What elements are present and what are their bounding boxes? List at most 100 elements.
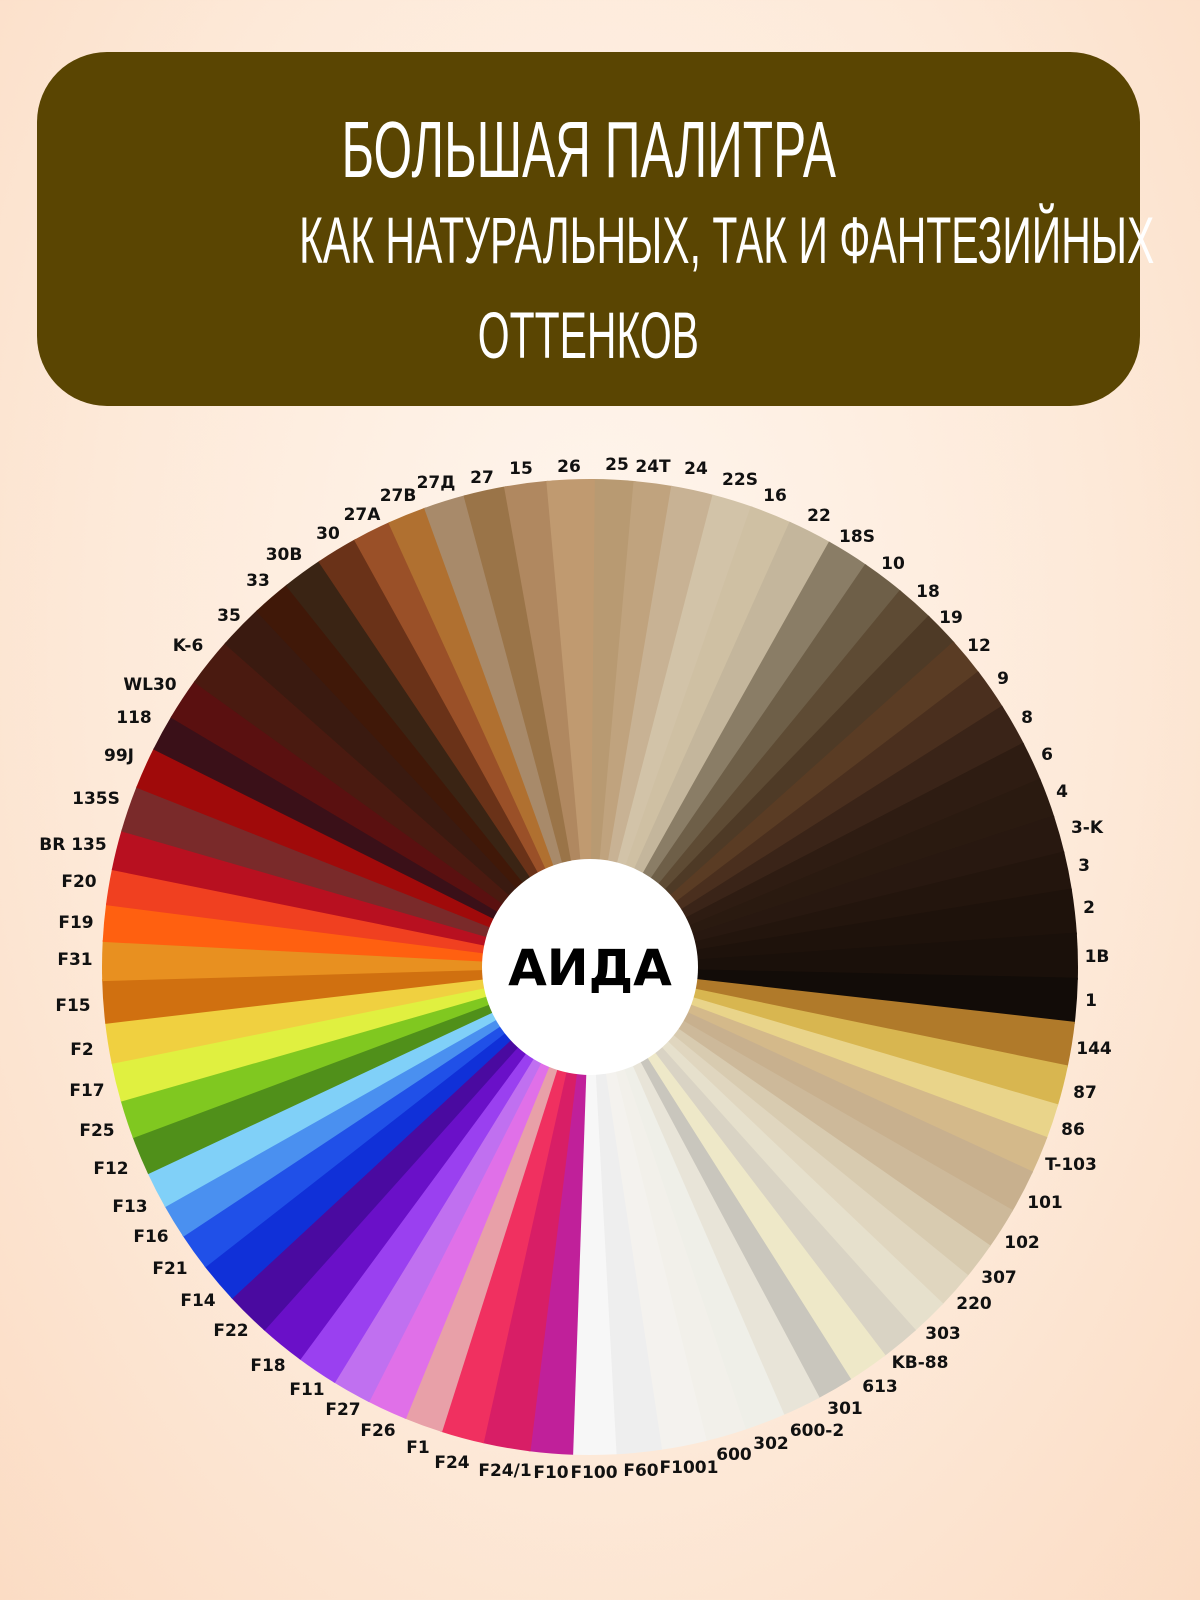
shade-sector xyxy=(590,967,1034,1212)
shade-label: F100 xyxy=(570,1463,617,1483)
shade-label: F11 xyxy=(289,1380,324,1400)
shade-label: 3 xyxy=(1078,856,1090,876)
shade-label: F26 xyxy=(360,1421,395,1441)
shade-sector xyxy=(590,967,820,1416)
shade-sector xyxy=(590,541,867,967)
shade-sector xyxy=(590,967,852,1399)
shade-label: 27A xyxy=(344,505,382,525)
shade-sector xyxy=(102,967,591,1024)
shade-sector xyxy=(590,742,1041,967)
shade-label: F27 xyxy=(325,1400,360,1420)
center-circle xyxy=(482,859,698,1075)
shade-sector xyxy=(590,615,955,967)
shade-sector xyxy=(546,478,595,967)
shade-sector xyxy=(318,538,590,967)
shade-label: 99J xyxy=(104,746,134,766)
shade-label: F25 xyxy=(79,1121,114,1141)
shade-label: 30B xyxy=(266,545,303,565)
shade-sector xyxy=(111,829,590,967)
shade-label: 10 xyxy=(881,554,905,574)
shade-label: 600-2 xyxy=(790,1421,844,1441)
shade-label: T-103 xyxy=(1045,1155,1097,1175)
page-subtitle-line1: КАК НАТУРАЛЬНЫХ, ТАК И ФАНТЕЗИЙНЫХ xyxy=(299,203,1155,277)
brand-name: АИДА xyxy=(508,939,672,997)
shade-label: F15 xyxy=(55,996,90,1016)
shade-label: 87 xyxy=(1073,1083,1097,1103)
shade-sector xyxy=(404,967,590,1433)
shade-label: 4 xyxy=(1056,782,1068,802)
shade-sector xyxy=(120,967,591,1139)
shade-sector xyxy=(204,967,590,1299)
shade-sector xyxy=(590,778,1055,967)
shade-label: 25 xyxy=(605,455,629,475)
shade-label: 16 xyxy=(763,486,787,506)
shade-sector xyxy=(590,967,707,1450)
shade-label: F21 xyxy=(152,1259,187,1279)
shade-sector xyxy=(590,967,969,1306)
shade-label: 24T xyxy=(635,457,671,477)
shade-label: F2 xyxy=(70,1040,93,1060)
shade-sector xyxy=(590,851,1072,967)
shade-label: F13 xyxy=(112,1197,147,1217)
shade-label: K-6 xyxy=(173,636,204,656)
shade-label: 307 xyxy=(981,1268,1017,1288)
shade-sector xyxy=(256,584,590,967)
shade-sector xyxy=(590,589,930,967)
shade-label: 303 xyxy=(925,1324,961,1344)
page-title: БОЛЬШАЯ ПАЛИТРА xyxy=(341,105,836,194)
shade-sector xyxy=(590,521,831,967)
shade-label: F1 xyxy=(406,1438,429,1458)
shade-sector xyxy=(590,563,902,967)
shade-label: 86 xyxy=(1061,1120,1085,1140)
shade-label: F12 xyxy=(93,1159,128,1179)
shade-sector xyxy=(388,507,590,967)
shade-label: 26 xyxy=(557,457,581,477)
shade-sector xyxy=(590,705,1025,967)
shade-sector xyxy=(193,642,590,967)
shade-label: 8 xyxy=(1021,708,1033,728)
shade-label: 101 xyxy=(1027,1193,1063,1213)
shade-label: 1 xyxy=(1085,991,1097,1011)
shade-sector xyxy=(298,967,590,1383)
shade-sector xyxy=(590,967,747,1442)
page-subtitle-line2: ОТТЕНКОВ xyxy=(477,298,700,372)
shade-label: 15 xyxy=(509,459,533,479)
shade-label: F17 xyxy=(69,1081,104,1101)
shade-sector xyxy=(440,967,590,1444)
shade-sector xyxy=(590,967,1059,1139)
shade-sector xyxy=(590,671,1004,967)
shade-label: F22 xyxy=(213,1321,248,1341)
shade-label: 1B xyxy=(1085,947,1110,967)
shade-sector xyxy=(263,967,590,1360)
shade-sector xyxy=(367,967,590,1419)
shade-sector xyxy=(503,480,590,967)
shade-sector xyxy=(136,747,590,967)
shade-label: F60 xyxy=(623,1461,658,1481)
shade-label: 600 xyxy=(716,1445,752,1465)
shade-label: 118 xyxy=(116,708,152,728)
shade-label: 18 xyxy=(916,582,940,602)
shade-label: F18 xyxy=(250,1356,285,1376)
header-banner: БОЛЬШАЯ ПАЛИТРА КАК НАТУРАЛЬНЫХ, ТАК И Ф… xyxy=(37,52,1155,406)
shade-sector xyxy=(224,609,590,967)
shade-sector xyxy=(101,939,590,982)
shade-label: 27B xyxy=(380,486,417,506)
shade-label: BR 135 xyxy=(39,835,106,855)
shade-label: 135S xyxy=(72,789,120,809)
shade-label: F20 xyxy=(61,872,96,892)
shade-label: 9 xyxy=(997,669,1009,689)
shade-label: 19 xyxy=(939,608,963,628)
shade-label: F10 xyxy=(533,1463,568,1483)
shade-sector xyxy=(590,967,1048,1174)
shade-sector xyxy=(153,715,591,967)
shade-sector xyxy=(590,967,1068,1107)
shade-sector xyxy=(182,967,590,1268)
shade-label: 27 xyxy=(470,468,494,488)
shade-sector xyxy=(132,967,591,1175)
shade-label: 18S xyxy=(839,527,875,547)
shade-sector xyxy=(571,967,617,1455)
shade-label: F31 xyxy=(57,950,92,970)
shade-label: 220 xyxy=(956,1294,992,1314)
shade-label: F19 xyxy=(58,913,93,933)
shade-sector xyxy=(170,680,590,967)
